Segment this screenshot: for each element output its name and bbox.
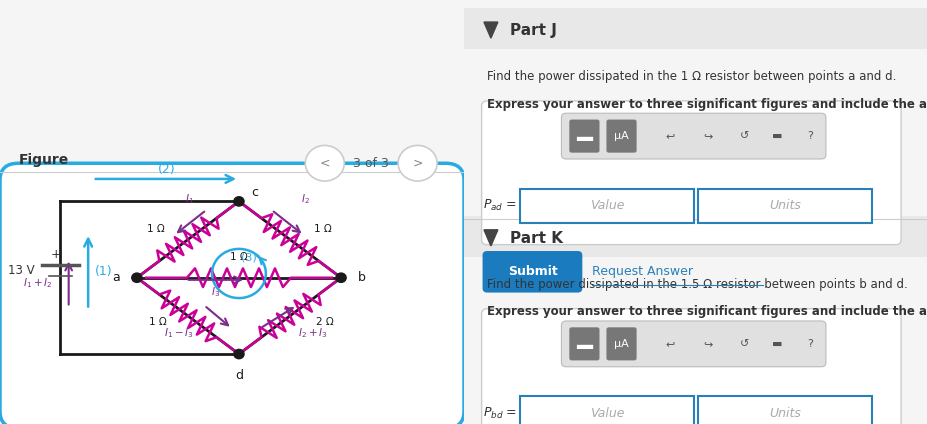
Text: <: < — [319, 157, 330, 170]
Text: ?: ? — [806, 131, 812, 141]
Circle shape — [132, 273, 142, 282]
Text: $P_{ad}$ =: $P_{ad}$ = — [483, 198, 517, 213]
FancyBboxPatch shape — [464, 216, 927, 257]
Text: >: > — [412, 157, 423, 170]
Text: Express your answer to three significant figures and include the appropriate uni: Express your answer to three significant… — [487, 305, 927, 318]
Text: (3): (3) — [241, 253, 257, 263]
FancyBboxPatch shape — [519, 396, 693, 424]
Text: $I_2 + I_3$: $I_2 + I_3$ — [298, 326, 328, 340]
Polygon shape — [484, 22, 498, 38]
Text: 1 Ω: 1 Ω — [146, 224, 164, 234]
Text: $I_1 - I_3$: $I_1 - I_3$ — [163, 326, 194, 340]
Circle shape — [398, 145, 437, 181]
FancyBboxPatch shape — [482, 251, 582, 293]
Text: Value: Value — [589, 407, 624, 420]
Text: Part K: Part K — [510, 231, 563, 246]
Text: 3 of 3: 3 of 3 — [353, 157, 388, 170]
Circle shape — [234, 197, 244, 206]
Text: (1): (1) — [95, 265, 112, 278]
Text: ▬: ▬ — [771, 339, 781, 349]
Circle shape — [305, 145, 344, 181]
Text: Request Answer: Request Answer — [591, 265, 692, 278]
Text: $I_3$: $I_3$ — [211, 285, 220, 298]
FancyBboxPatch shape — [606, 327, 636, 360]
Text: Value: Value — [589, 199, 624, 212]
Circle shape — [336, 273, 346, 282]
Text: $I_1 + I_2$: $I_1 + I_2$ — [23, 276, 53, 290]
Text: ↪: ↪ — [702, 131, 712, 141]
FancyBboxPatch shape — [561, 113, 825, 159]
FancyBboxPatch shape — [698, 189, 871, 223]
Text: Express your answer to three significant figures and include the appropriate uni: Express your answer to three significant… — [487, 98, 927, 111]
FancyBboxPatch shape — [481, 101, 900, 245]
Text: $I_1$: $I_1$ — [184, 192, 194, 206]
Text: ↺: ↺ — [739, 131, 749, 141]
Text: ↺: ↺ — [739, 339, 749, 349]
Text: Find the power dissipated in the 1.5 Ω resistor between points b and d.: Find the power dissipated in the 1.5 Ω r… — [487, 278, 907, 291]
Text: a: a — [112, 271, 120, 284]
Text: μA: μA — [614, 131, 629, 141]
Text: +: + — [50, 248, 61, 261]
Text: ▃▃: ▃▃ — [576, 339, 592, 349]
FancyBboxPatch shape — [698, 396, 871, 424]
FancyBboxPatch shape — [464, 8, 927, 49]
Text: ?: ? — [806, 339, 812, 349]
Text: ↩: ↩ — [665, 339, 675, 349]
Text: (2): (2) — [159, 163, 175, 176]
Text: ↩: ↩ — [665, 131, 675, 141]
FancyBboxPatch shape — [481, 309, 900, 424]
Text: Submit: Submit — [507, 265, 557, 278]
FancyBboxPatch shape — [569, 120, 599, 153]
Text: $I_2$: $I_2$ — [300, 192, 310, 206]
Text: 1 Ω: 1 Ω — [313, 224, 331, 234]
Text: Part J: Part J — [510, 23, 557, 39]
FancyBboxPatch shape — [519, 189, 693, 223]
FancyBboxPatch shape — [561, 321, 825, 367]
Text: d: d — [235, 369, 243, 382]
Text: μA: μA — [614, 339, 629, 349]
Text: ▬: ▬ — [771, 131, 781, 141]
Polygon shape — [484, 230, 498, 246]
Text: Figure: Figure — [19, 153, 69, 167]
Text: ▃▃: ▃▃ — [576, 131, 592, 141]
Text: 13 V: 13 V — [7, 264, 34, 276]
FancyBboxPatch shape — [0, 163, 464, 424]
Text: ↪: ↪ — [702, 339, 712, 349]
Text: b: b — [358, 271, 365, 284]
FancyBboxPatch shape — [569, 327, 599, 360]
Text: 1 Ω: 1 Ω — [148, 317, 167, 327]
FancyBboxPatch shape — [606, 120, 636, 153]
Circle shape — [234, 349, 244, 359]
Text: 1 Ω: 1 Ω — [230, 251, 248, 262]
Text: $P_{bd}$ =: $P_{bd}$ = — [483, 406, 517, 421]
Text: Units: Units — [768, 199, 800, 212]
Text: Units: Units — [768, 407, 800, 420]
Text: c: c — [251, 187, 259, 199]
Text: Find the power dissipated in the 1 Ω resistor between points a and d.: Find the power dissipated in the 1 Ω res… — [487, 70, 895, 83]
Text: 2 Ω: 2 Ω — [315, 317, 334, 327]
